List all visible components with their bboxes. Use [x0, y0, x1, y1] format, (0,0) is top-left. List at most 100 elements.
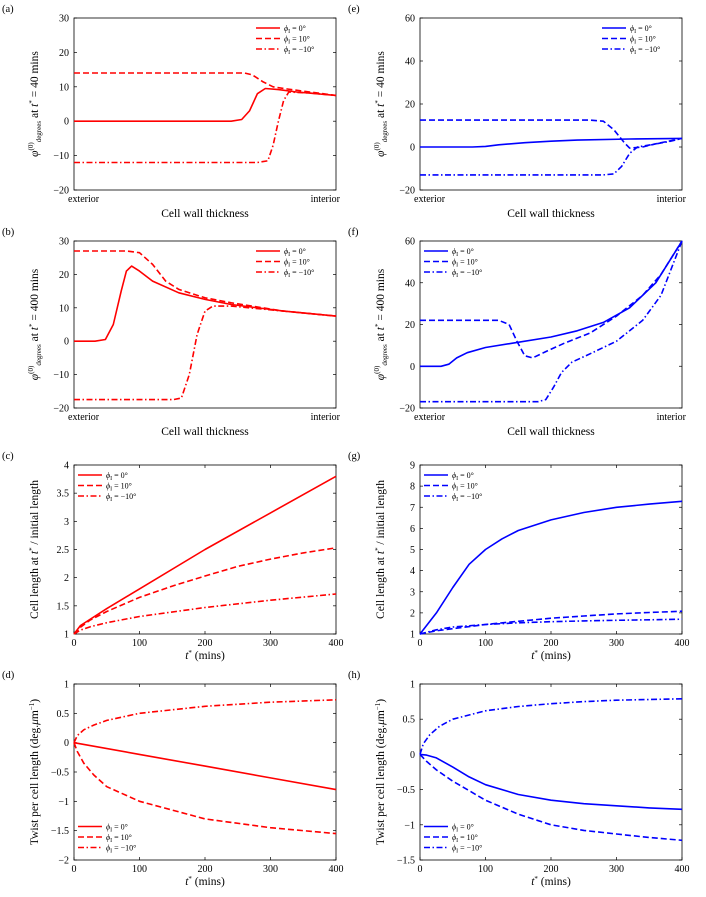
- y-tick-label: −10: [53, 370, 69, 381]
- legend-label: ϕI = 0°: [106, 471, 128, 482]
- chart-panel-f: −20 0 20 40 60 exterior interior Cell wall thic…: [348, 227, 687, 438]
- chart-panel-d: −2 −1.5 −1 −0.5 0 0.5 1 0 100 200 300 400 t* (mins) T…: [2, 670, 344, 888]
- y-tick-label: 3.5: [57, 489, 70, 500]
- series-line-dashdot: [420, 137, 683, 176]
- legend-label: ϕI = 10°: [452, 833, 478, 844]
- series-line-dash: [74, 250, 337, 317]
- series-line-dashdot: [74, 91, 337, 164]
- legend: ϕI = 0°ϕI = 10°ϕI = −10°: [424, 247, 482, 279]
- legend-label: ϕI = 10°: [284, 258, 310, 269]
- series-line-solid: [419, 500, 683, 635]
- y-tick-label: 2: [64, 573, 69, 584]
- x-tick-label: 300: [263, 864, 278, 875]
- x-tick-label-exterior: exterior: [68, 412, 100, 423]
- legend-label: ϕI = 0°: [284, 247, 306, 258]
- y-tick-label: −20: [399, 186, 415, 197]
- x-tick-label-interior: interior: [311, 194, 341, 205]
- y-tick-label: 0: [410, 143, 415, 154]
- legend-label: ϕI = −10°: [630, 45, 660, 56]
- chart-panel-g: 1 2 3 4 5 6 7 8 9 0 100 200 300 400 t* (mins) Cell leng…: [348, 451, 690, 662]
- chart-panel-c: 1 1.5 2 2.5 3 3.5 4 0 100 200 300 400 t* (mins) Cell …: [2, 451, 344, 662]
- x-tick-label: 400: [329, 638, 344, 649]
- x-axis-label: Cell wall thickness: [507, 208, 595, 220]
- y-axis-label: Cell length at t* / initial length: [374, 480, 387, 619]
- y-tick-label: 8: [410, 482, 415, 493]
- series-line-solid: [73, 741, 337, 791]
- legend-label: ϕI = 10°: [452, 258, 478, 269]
- y-tick-label: 3: [410, 587, 415, 598]
- x-tick-label: 0: [72, 638, 77, 649]
- y-axis-label: Twist per cell length (deg.μm−1): [374, 699, 387, 845]
- legend-label: ϕI = 0°: [452, 823, 474, 834]
- y-tick-label: 3: [64, 517, 69, 528]
- x-tick-label-exterior: exterior: [68, 194, 100, 205]
- x-axis-label: Cell wall thickness: [507, 426, 595, 438]
- y-tick-label: −1.5: [397, 856, 415, 867]
- legend-label: ϕI = −10°: [452, 844, 482, 855]
- y-tick-label: 0: [410, 750, 415, 761]
- series-line-dashdot: [74, 305, 337, 401]
- x-axis-label: t* (mins): [531, 875, 571, 888]
- x-tick-label: 200: [198, 638, 213, 649]
- y-tick-label: 0: [64, 337, 69, 348]
- x-tick-label: 100: [478, 638, 493, 649]
- legend: ϕI = 0°ϕI = 10°ϕI = −10°: [256, 247, 314, 279]
- legend: ϕI = 0°ϕI = 10°ϕI = −10°: [78, 823, 136, 855]
- series-line-dash: [74, 72, 337, 97]
- series-line-dash: [419, 753, 683, 842]
- y-tick-label: 40: [405, 57, 415, 68]
- legend: ϕI = 0°ϕI = 10°ϕI = −10°: [424, 471, 482, 503]
- series-line-solid: [420, 137, 683, 148]
- x-axis-label: t* (mins): [185, 875, 225, 888]
- legend-label: ϕI = 0°: [452, 247, 474, 258]
- y-tick-label: 30: [59, 14, 69, 25]
- chart-panel-a: −20 −10 0 10 20 30 exterior interior Cell wall t…: [2, 4, 341, 220]
- panel-label: (a): [2, 4, 14, 15]
- series-line-dashdot: [73, 699, 337, 744]
- legend-label: ϕI = 10°: [452, 482, 478, 493]
- x-tick-label: 0: [72, 864, 77, 875]
- x-tick-label: 400: [329, 864, 344, 875]
- legend-label: ϕI = −10°: [106, 844, 136, 855]
- x-tick-label: 200: [198, 864, 213, 875]
- legend-label: ϕI = −10°: [452, 492, 482, 503]
- legend: ϕI = 0°ϕI = 10°ϕI = −10°: [78, 471, 136, 503]
- y-tick-label: 0: [64, 117, 69, 128]
- legend-label: ϕI = 0°: [106, 823, 128, 834]
- chart-panel-b: −20 −10 0 10 20 30 exterior interior Cell wall t…: [2, 227, 341, 438]
- panel-label: (b): [2, 227, 15, 238]
- y-tick-label: −20: [53, 186, 69, 197]
- y-tick-label: 1: [64, 680, 69, 691]
- y-tick-label: 0: [64, 738, 69, 749]
- y-tick-label: 9: [410, 461, 415, 472]
- y-tick-label: −20: [399, 404, 415, 415]
- plot-frame: [419, 17, 683, 191]
- legend: ϕI = 0°ϕI = 10°ϕI = −10°: [424, 823, 482, 855]
- plot-frame: [73, 240, 337, 409]
- legend-label: ϕI = 0°: [284, 24, 306, 35]
- series-line-dash: [73, 547, 337, 635]
- series-line-solid: [419, 753, 683, 811]
- panel-label: (f): [348, 227, 359, 238]
- panel-label: (d): [2, 670, 15, 681]
- x-tick-label: 100: [132, 638, 147, 649]
- x-tick-label: 100: [132, 864, 147, 875]
- y-tick-label: −10: [53, 151, 69, 162]
- x-axis-label: Cell wall thickness: [161, 208, 249, 220]
- legend-label: ϕI = 10°: [106, 482, 132, 493]
- legend-label: ϕI = −10°: [452, 268, 482, 279]
- series-line-dash: [419, 610, 683, 635]
- y-tick-label: 1.5: [57, 601, 70, 612]
- x-tick-label: 200: [544, 638, 559, 649]
- y-axis-label: φ(0)degrees at t* = 40 mins: [27, 51, 43, 157]
- series-line-dash: [420, 119, 683, 149]
- x-tick-label: 300: [609, 638, 624, 649]
- x-tick-label: 300: [609, 864, 624, 875]
- x-axis-label: t* (mins): [531, 649, 571, 662]
- series-line-solid: [420, 240, 683, 368]
- series-line-solid: [74, 265, 337, 343]
- y-tick-label: −0.5: [51, 768, 69, 779]
- y-tick-label: 1: [410, 680, 415, 691]
- plot-frame: [73, 17, 337, 191]
